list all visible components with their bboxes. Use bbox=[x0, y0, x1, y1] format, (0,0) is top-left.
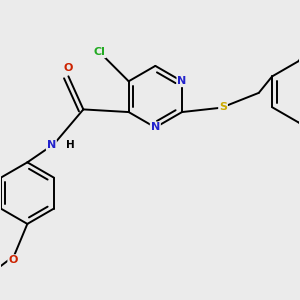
Text: H: H bbox=[66, 140, 74, 150]
Text: N: N bbox=[47, 140, 56, 150]
Text: S: S bbox=[219, 102, 227, 112]
Text: N: N bbox=[151, 122, 160, 133]
Text: O: O bbox=[64, 63, 73, 73]
Text: N: N bbox=[177, 76, 187, 86]
Text: Cl: Cl bbox=[94, 47, 106, 57]
Text: O: O bbox=[8, 255, 18, 265]
